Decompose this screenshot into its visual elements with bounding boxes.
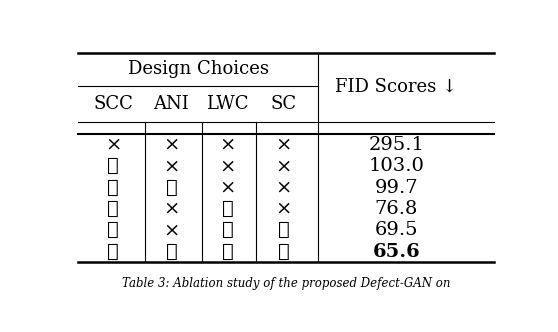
Text: ×: × xyxy=(163,221,180,239)
Text: ×: × xyxy=(219,157,236,175)
Text: ✓: ✓ xyxy=(166,243,177,261)
Text: ✓: ✓ xyxy=(107,221,119,239)
Text: ×: × xyxy=(276,200,292,218)
Text: ×: × xyxy=(276,157,292,175)
Text: SCC: SCC xyxy=(93,95,133,113)
Text: FID Scores ↓: FID Scores ↓ xyxy=(335,78,458,96)
Text: ×: × xyxy=(163,136,180,154)
Text: Design Choices: Design Choices xyxy=(128,60,269,78)
Text: ✓: ✓ xyxy=(107,200,119,218)
Text: 65.6: 65.6 xyxy=(372,243,420,261)
Text: ✓: ✓ xyxy=(107,157,119,175)
Text: ✓: ✓ xyxy=(278,243,290,261)
Text: 69.5: 69.5 xyxy=(374,221,418,239)
Text: 295.1: 295.1 xyxy=(368,136,424,154)
Text: Table 3: Ablation study of the proposed Defect-GAN on: Table 3: Ablation study of the proposed … xyxy=(122,277,450,290)
Text: ✓: ✓ xyxy=(278,221,290,239)
Text: ×: × xyxy=(163,157,180,175)
Text: ×: × xyxy=(163,200,180,218)
Text: 76.8: 76.8 xyxy=(374,200,418,218)
Text: 99.7: 99.7 xyxy=(374,179,418,197)
Text: ✓: ✓ xyxy=(222,243,233,261)
Text: ✓: ✓ xyxy=(107,243,119,261)
Text: LWC: LWC xyxy=(206,95,249,113)
Text: ×: × xyxy=(276,136,292,154)
Text: ANI: ANI xyxy=(153,95,189,113)
Text: ×: × xyxy=(219,136,236,154)
Text: ×: × xyxy=(105,136,121,154)
Text: 103.0: 103.0 xyxy=(368,157,424,175)
Text: ×: × xyxy=(219,179,236,197)
Text: ✓: ✓ xyxy=(107,179,119,197)
Text: ✓: ✓ xyxy=(166,179,177,197)
Text: SC: SC xyxy=(271,95,297,113)
Text: ✓: ✓ xyxy=(222,221,233,239)
Text: ✓: ✓ xyxy=(222,200,233,218)
Text: ×: × xyxy=(276,179,292,197)
